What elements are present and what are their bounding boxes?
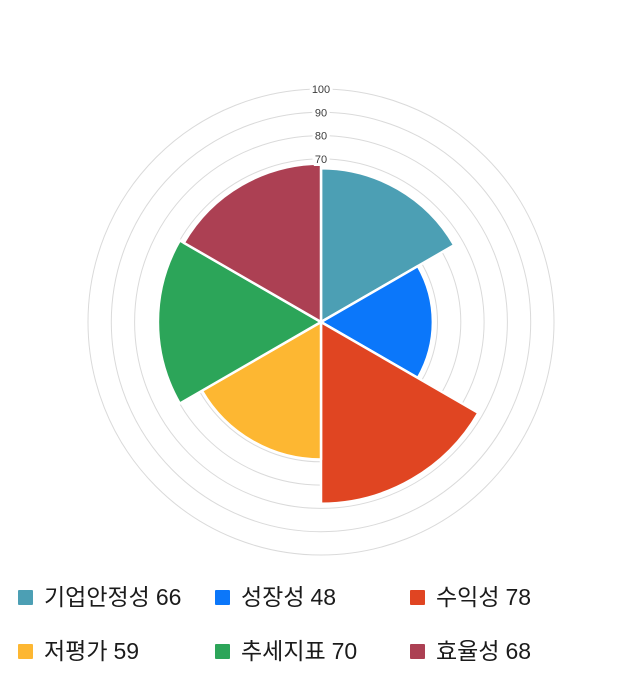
legend-label: 기업안정성 66: [44, 584, 182, 610]
grid-ring: [87, 88, 555, 556]
legend-label: 성장성 48: [241, 584, 337, 610]
sector-4[interactable]: [156, 239, 323, 405]
legend-item-efficiency[interactable]: 효율성 68: [410, 638, 531, 664]
legend-item-growth[interactable]: 성장성 48: [215, 584, 336, 610]
sector-2[interactable]: [319, 320, 480, 505]
legend-swatch: [215, 643, 230, 659]
grid-ring: [110, 111, 532, 533]
sector-5[interactable]: [182, 162, 323, 324]
legend-swatch: [410, 589, 425, 605]
polar-area-chart: 70 80 90 100: [87, 84, 555, 556]
sector-3[interactable]: [200, 320, 323, 461]
legend-item-trend[interactable]: 추세지표 70: [215, 638, 357, 664]
legend-label: 수익성 78: [436, 584, 532, 610]
legend-swatch: [215, 589, 230, 605]
legend-swatch: [18, 589, 33, 605]
sector-0[interactable]: [319, 166, 456, 324]
sector-1[interactable]: [319, 264, 435, 380]
radial-tick-label: 100: [312, 84, 330, 96]
legend-swatch: [18, 643, 33, 659]
legend-label: 효율성 68: [436, 638, 532, 664]
legend-label: 저평가 59: [44, 638, 140, 664]
legend-item-stability[interactable]: 기업안정성 66: [18, 584, 181, 610]
polar-area-chart-canvas: 70 80 90 100: [87, 84, 555, 556]
radial-tick-label: 90: [315, 107, 327, 119]
radial-tick-label: 70: [315, 154, 327, 166]
legend-label: 추세지표 70: [241, 638, 358, 664]
legend-swatch: [410, 643, 425, 659]
legend-item-undervaluation[interactable]: 저평가 59: [18, 638, 139, 664]
legend-item-profitability[interactable]: 수익성 78: [410, 584, 531, 610]
radial-tick-label: 80: [315, 131, 327, 143]
grid-ring: [134, 135, 508, 509]
